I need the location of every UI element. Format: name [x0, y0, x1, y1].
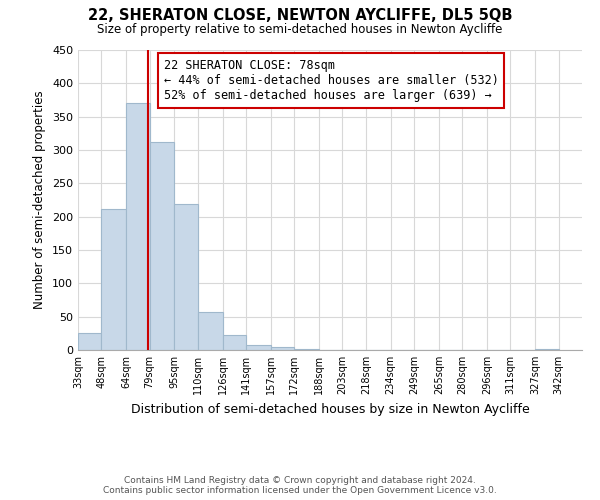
Text: Contains HM Land Registry data © Crown copyright and database right 2024.
Contai: Contains HM Land Registry data © Crown c… [103, 476, 497, 495]
Bar [223, 336, 246, 350]
Text: Size of property relative to semi-detached houses in Newton Aycliffe: Size of property relative to semi-detach… [97, 22, 503, 36]
Y-axis label: Number of semi-detached properties: Number of semi-detached properties [34, 90, 46, 310]
Bar [175, 204, 198, 350]
Bar [101, 208, 126, 350]
X-axis label: Distribution of semi-detached houses by size in Newton Aycliffe: Distribution of semi-detached houses by … [131, 402, 529, 415]
Bar [271, 346, 294, 350]
Bar [78, 334, 101, 350]
Bar [198, 312, 223, 350]
Bar [149, 142, 175, 350]
Text: 22 SHERATON CLOSE: 78sqm
← 44% of semi-detached houses are smaller (532)
52% of : 22 SHERATON CLOSE: 78sqm ← 44% of semi-d… [164, 59, 499, 102]
Text: 22, SHERATON CLOSE, NEWTON AYCLIFFE, DL5 5QB: 22, SHERATON CLOSE, NEWTON AYCLIFFE, DL5… [88, 8, 512, 22]
Bar [126, 104, 149, 350]
Bar [246, 344, 271, 350]
